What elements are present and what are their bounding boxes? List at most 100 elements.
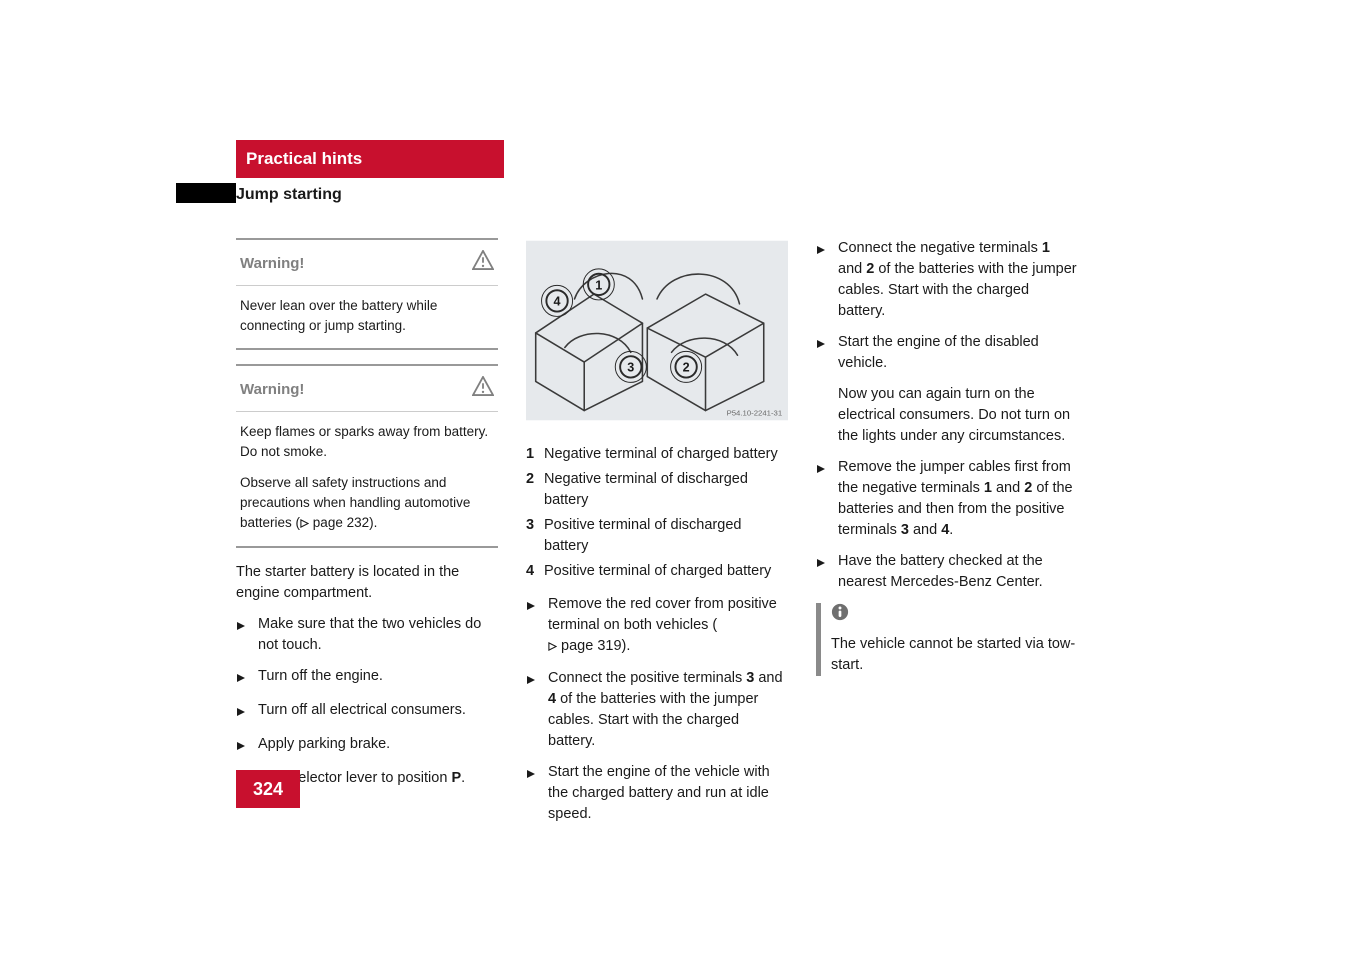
legend-item: 3Positive terminal of discharged battery bbox=[526, 515, 788, 557]
text: and bbox=[754, 670, 782, 686]
text: and bbox=[909, 522, 941, 538]
bold-text: P bbox=[451, 770, 461, 786]
step-arrow-icon bbox=[816, 238, 838, 262]
step-text: Connect the positive terminals 3 and 4 o… bbox=[548, 668, 788, 752]
step-text: Have the battery checked at the nearest … bbox=[838, 551, 1078, 593]
step-arrow-icon bbox=[816, 332, 838, 356]
step-list: Remove the red cover from positive termi… bbox=[526, 594, 788, 825]
step-text: Remove the red cover from positive termi… bbox=[548, 594, 788, 658]
side-tab bbox=[176, 183, 236, 203]
callout-2: 2 bbox=[683, 361, 690, 375]
text: . bbox=[461, 770, 465, 786]
info-bar bbox=[816, 603, 821, 676]
step-text: Make sure that the two vehicles do not t… bbox=[258, 614, 498, 656]
step-item: Turn off the engine. bbox=[236, 666, 498, 690]
battery-figure: 1 2 3 4 P54.10-2241-31 bbox=[526, 238, 788, 423]
warning-text: Observe all safety instructions and prec… bbox=[240, 473, 494, 535]
text: and bbox=[992, 480, 1024, 496]
section-heading: Jump starting bbox=[236, 186, 342, 204]
info-icon bbox=[831, 603, 1078, 628]
step-text: Apply parking brake. bbox=[258, 734, 498, 755]
triangle-icon bbox=[548, 637, 557, 658]
warning-box-2: Warning! Keep flames or sparks away from… bbox=[236, 364, 498, 548]
step-list: Make sure that the two vehicles do not t… bbox=[236, 614, 498, 792]
column-2: 1 2 3 4 P54.10-2241-31 1Negative termina… bbox=[526, 238, 788, 835]
step-item: Have the battery checked at the nearest … bbox=[816, 551, 1078, 593]
ref-text: page 319 bbox=[561, 638, 621, 654]
warning-text: Never lean over the battery while connec… bbox=[240, 296, 494, 337]
step-arrow-icon bbox=[236, 666, 258, 690]
legend-item: 2Negative terminal of discharged battery bbox=[526, 469, 788, 511]
step-arrow-icon bbox=[526, 668, 548, 692]
figure-legend: 1Negative terminal of charged battery 2N… bbox=[526, 444, 788, 582]
step-item: Turn off all electrical consumers. bbox=[236, 700, 498, 724]
bold-text: 4 bbox=[548, 691, 556, 707]
column-3: Connect the negative terminals 1 and 2 o… bbox=[816, 238, 1078, 835]
legend-item: 4Positive terminal of charged battery bbox=[526, 561, 788, 582]
warning-body: Keep flames or sparks away from battery.… bbox=[236, 412, 498, 546]
step-item: Make sure that the two vehicles do not t… bbox=[236, 614, 498, 656]
page-number: 324 bbox=[236, 770, 300, 808]
text: Connect the negative terminals bbox=[838, 240, 1042, 256]
bold-text: 1 bbox=[984, 480, 992, 496]
legend-num: 2 bbox=[526, 469, 544, 511]
callout-3: 3 bbox=[627, 361, 634, 375]
callout-4: 4 bbox=[554, 295, 561, 309]
legend-text: Positive terminal of discharged battery bbox=[544, 515, 788, 557]
step-arrow-icon bbox=[816, 551, 838, 575]
warning-text: Keep flames or sparks away from battery.… bbox=[240, 422, 494, 463]
legend-num: 1 bbox=[526, 444, 544, 465]
step-arrow-icon bbox=[236, 700, 258, 724]
step-text: Start the engine of the disabled vehicle… bbox=[838, 332, 1078, 374]
column-1: Warning! Never lean over the battery whi… bbox=[236, 238, 498, 835]
legend-num: 3 bbox=[526, 515, 544, 557]
info-body: The vehicle cannot be started via tow-st… bbox=[831, 603, 1078, 676]
chapter-title: Practical hints bbox=[246, 149, 362, 169]
warning-icon bbox=[472, 376, 494, 403]
legend-text: Negative terminal of discharged battery bbox=[544, 469, 788, 511]
warning-label: Warning! bbox=[240, 253, 304, 275]
step-arrow-icon bbox=[236, 734, 258, 758]
text: Remove the red cover from positive termi… bbox=[548, 596, 777, 633]
step-text: Start the engine of the vehicle with the… bbox=[548, 762, 788, 825]
intro-paragraph: The starter battery is located in the en… bbox=[236, 562, 498, 604]
legend-text: Negative terminal of charged battery bbox=[544, 444, 788, 465]
chapter-banner: Practical hints bbox=[236, 140, 504, 178]
info-block: The vehicle cannot be started via tow-st… bbox=[816, 603, 1078, 676]
step-item: Start the engine of the vehicle with the… bbox=[526, 762, 788, 825]
step-item: Remove the jumper cables first from the … bbox=[816, 457, 1078, 541]
step-arrow-icon bbox=[526, 762, 548, 786]
step-list: Remove the jumper cables first from the … bbox=[816, 457, 1078, 593]
text: ). bbox=[622, 638, 631, 654]
step-arrow-icon bbox=[816, 457, 838, 481]
step-text: Turn off the engine. bbox=[258, 666, 498, 687]
warning-header: Warning! bbox=[236, 240, 498, 286]
step-arrow-icon bbox=[526, 594, 548, 618]
callout-1: 1 bbox=[595, 278, 602, 292]
warning-label: Warning! bbox=[240, 379, 304, 401]
note-paragraph: Now you can again turn on the electrical… bbox=[838, 384, 1078, 447]
step-item: Connect the negative terminals 1 and 2 o… bbox=[816, 238, 1078, 322]
step-text: Turn off all electrical consumers. bbox=[258, 700, 498, 721]
step-text: Remove the jumper cables first from the … bbox=[838, 457, 1078, 541]
info-text: The vehicle cannot be started via tow-st… bbox=[831, 634, 1078, 676]
page-number-text: 324 bbox=[253, 779, 283, 800]
text: Connect the positive terminals bbox=[548, 670, 746, 686]
warning-body: Never lean over the battery while connec… bbox=[236, 286, 498, 349]
text: of the batteries with the jumper cables.… bbox=[838, 261, 1077, 319]
text: of the batteries with the jumper cables.… bbox=[548, 691, 758, 749]
text: ). bbox=[369, 515, 377, 530]
legend-num: 4 bbox=[526, 561, 544, 582]
legend-text: Positive terminal of charged battery bbox=[544, 561, 788, 582]
figure-code: P54.10-2241-31 bbox=[727, 408, 783, 417]
page-ref: page 319 bbox=[548, 638, 622, 654]
step-text: Connect the negative terminals 1 and 2 o… bbox=[838, 238, 1078, 322]
content-columns: Warning! Never lean over the battery whi… bbox=[236, 238, 1078, 835]
page-ref: page 232 bbox=[300, 515, 369, 530]
text: and bbox=[838, 261, 866, 277]
legend-item: 1Negative terminal of charged battery bbox=[526, 444, 788, 465]
warning-header: Warning! bbox=[236, 366, 498, 412]
step-item: Start the engine of the disabled vehicle… bbox=[816, 332, 1078, 374]
ref-text: page 232 bbox=[313, 515, 369, 530]
step-item: Apply parking brake. bbox=[236, 734, 498, 758]
